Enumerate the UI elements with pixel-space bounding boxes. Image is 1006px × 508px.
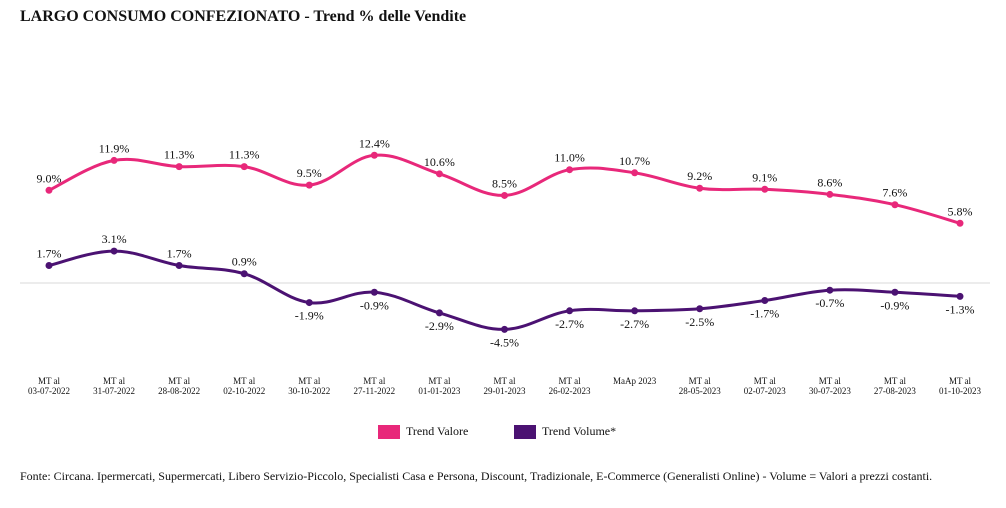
data-point-valore <box>370 151 378 159</box>
data-point-valore <box>566 166 574 174</box>
data-point-volume <box>566 307 574 315</box>
data-label-valore: 11.9% <box>99 141 130 155</box>
x-tick-label: MaAp 2023 <box>613 376 657 386</box>
x-tick-label: MT al 30-07-2023 <box>809 376 851 396</box>
data-label-valore: 11.0% <box>554 151 585 165</box>
data-point-volume <box>501 325 508 333</box>
data-label-volume: -1.7% <box>750 307 779 321</box>
data-label-volume: -1.3% <box>946 302 975 316</box>
data-point-volume <box>45 261 53 269</box>
data-label-valore: 5.8% <box>948 204 973 218</box>
x-tick-label: MT al 29-01-2023 <box>484 376 526 396</box>
data-label-volume: -2.9% <box>425 319 454 333</box>
data-point-valore <box>501 191 508 199</box>
data-point-volume <box>435 309 443 317</box>
data-point-volume <box>305 299 313 307</box>
x-tick-label: MT al 02-07-2023 <box>744 376 786 396</box>
data-point-valore <box>761 185 769 193</box>
data-label-volume: 1.7% <box>37 246 62 260</box>
data-point-volume <box>370 288 378 296</box>
data-point-volume <box>761 297 769 305</box>
data-point-volume <box>956 292 964 300</box>
data-point-volume <box>891 288 899 296</box>
legend: Trend Valore Trend Volume* <box>0 424 1006 444</box>
data-label-volume: -4.5% <box>490 335 519 349</box>
x-tick-label: MT al 27-08-2023 <box>874 376 916 396</box>
data-point-volume <box>631 307 639 315</box>
data-label-valore: 10.6% <box>424 155 455 169</box>
data-label-volume: 0.9% <box>232 255 257 269</box>
x-tick-label: MT al 01-01-2023 <box>418 376 460 396</box>
data-point-valore <box>240 163 248 171</box>
x-tick-label: MT al 31-07-2022 <box>93 376 135 396</box>
line-chart: 9.0% 11.9% 11.3% 11.3% 9.5% 12.4% 10.6% 8.5% 11.… <box>20 136 990 396</box>
data-point-volume <box>240 270 248 278</box>
legend-label-volume: Trend Volume* <box>542 424 617 438</box>
data-label-valore: 9.5% <box>297 166 322 180</box>
data-label-volume: -1.9% <box>295 309 324 323</box>
data-point-valore <box>110 156 118 164</box>
x-tick-label: MT al 28-05-2023 <box>679 376 721 396</box>
data-label-valore: 11.3% <box>229 148 260 162</box>
x-tick-label: MT al 01-10-2023 <box>939 376 981 396</box>
x-tick-label: MT al 02-10-2022 <box>223 376 265 396</box>
data-label-volume: 3.1% <box>102 232 127 246</box>
data-point-valore <box>175 163 183 171</box>
data-point-valore <box>696 184 704 192</box>
x-tick-label: MT al 28-08-2022 <box>158 376 200 396</box>
data-point-valore <box>435 170 443 178</box>
data-point-valore <box>826 190 834 198</box>
data-point-valore <box>891 201 899 209</box>
data-point-valore <box>956 219 964 227</box>
data-point-volume <box>826 286 834 294</box>
data-point-volume <box>696 305 704 313</box>
data-label-volume: -0.7% <box>815 296 844 310</box>
x-tick-label: MT al 03-07-2022 <box>28 376 70 396</box>
data-label-volume: 1.7% <box>167 246 192 260</box>
data-point-volume <box>175 261 183 269</box>
data-point-valore <box>45 186 53 194</box>
data-point-valore <box>305 181 313 189</box>
x-tick-label: MT al 30-10-2022 <box>288 376 330 396</box>
data-label-valore: 9.0% <box>37 171 62 185</box>
legend-item-valore: Trend Valore <box>378 424 468 439</box>
data-label-valore: 7.6% <box>882 186 907 200</box>
data-label-valore: 8.5% <box>492 176 517 190</box>
data-label-volume: -2.5% <box>685 315 714 329</box>
chart-title: LARGO CONSUMO CONFEZIONATO - Trend % del… <box>20 8 467 25</box>
legend-label-valore: Trend Valore <box>406 424 469 438</box>
data-label-valore: 12.4% <box>359 136 390 150</box>
data-label-volume: -2.7% <box>555 317 584 331</box>
data-label-volume: -0.9% <box>880 298 909 312</box>
data-label-volume: -0.9% <box>360 298 389 312</box>
x-tick-label: MT al 26-02-2023 <box>549 376 591 396</box>
x-tick-label: MT al 27-11-2022 <box>354 376 396 396</box>
source-note: Fonte: Circana. Ipermercati, Supermercat… <box>20 469 933 483</box>
data-label-valore: 9.2% <box>687 169 712 183</box>
data-label-valore: 9.1% <box>752 170 777 184</box>
data-label-valore: 10.7% <box>619 154 650 168</box>
legend-item-volume: Trend Volume* <box>514 424 616 439</box>
series-line-volume <box>48 249 961 331</box>
data-point-volume <box>110 247 118 255</box>
data-label-volume: -2.7% <box>620 317 649 331</box>
legend-swatch-valore <box>378 424 400 439</box>
data-point-valore <box>631 169 639 177</box>
data-label-valore: 11.3% <box>164 148 195 162</box>
data-label-valore: 8.6% <box>817 175 842 189</box>
legend-swatch-volume <box>514 424 536 439</box>
